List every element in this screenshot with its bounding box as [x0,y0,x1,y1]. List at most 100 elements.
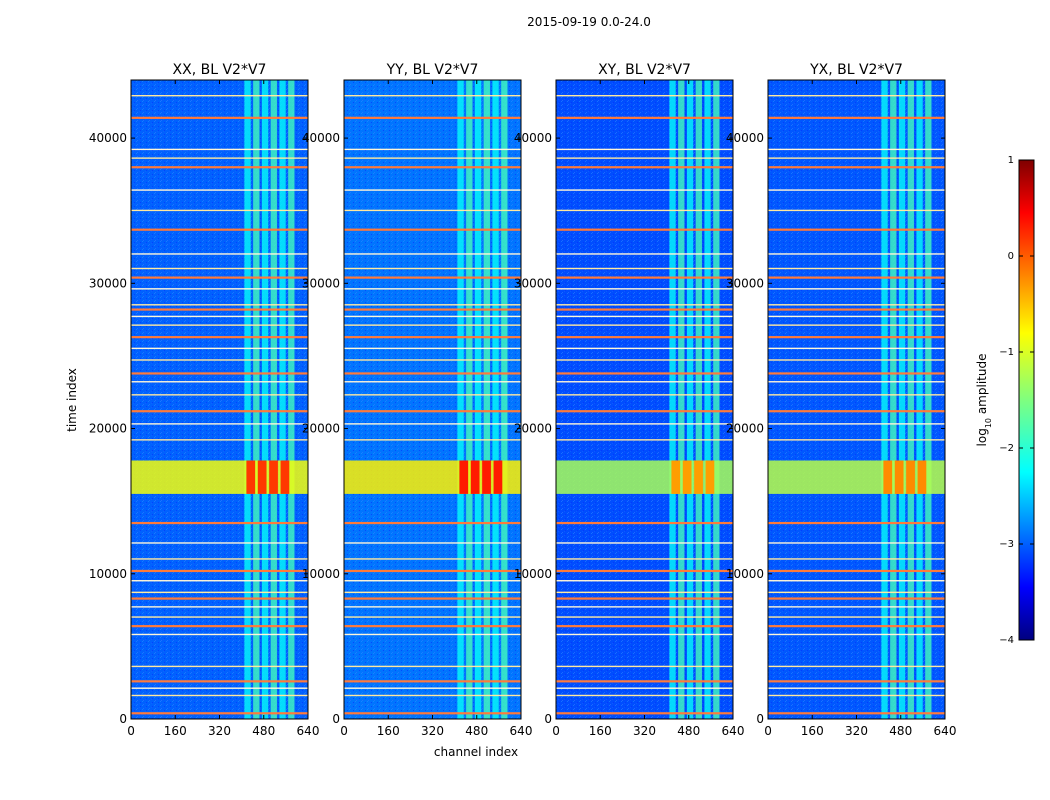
rfi-channel-column [898,80,906,719]
flagged-row [768,228,945,231]
flagged-row [768,253,945,255]
flagged-row [131,597,308,600]
panel-4: YX, BL V2*V7 0 160 320 480 640 0 10000 20000 3000… [726,62,957,738]
flagged-row [344,347,521,350]
panel-title: XY, BL V2*V7 [598,62,691,78]
flagged-row [131,276,308,279]
flagged-row [344,381,521,383]
flagged-row [556,148,733,151]
flagged-row [768,315,945,318]
flagged-row [344,189,521,191]
flagged-row [344,633,521,636]
rfi-channel-column [925,80,932,719]
y-tick-label: 0 [756,712,764,726]
flagged-row [344,116,521,119]
flagged-row [556,558,733,560]
flagged-row [768,665,945,668]
flagged-row [131,308,308,311]
noise-texture [768,80,945,719]
flagged-row [344,394,521,396]
flagged-row [768,148,945,151]
y-tick-label: 20000 [302,422,340,436]
flagged-row [556,625,733,628]
flagged-row [131,94,308,97]
flagged-row [556,439,733,441]
flagged-row [344,423,521,425]
x-tick-label: 320 [633,724,656,738]
rfi-channel-column [686,80,694,719]
x-tick-label: 480 [889,724,912,738]
flagged-row [556,423,733,425]
y-tick-label: 10000 [726,567,764,581]
flagged-row [131,166,308,169]
flagged-row [768,347,945,350]
x-tick-label: 0 [764,724,772,738]
flagged-row [768,633,945,636]
colorbar-tick-label: −2 [999,443,1014,454]
rfi-channel-column [907,80,914,719]
flagged-row [768,267,945,270]
flagged-row [768,166,945,169]
flagged-row [556,347,733,350]
flagged-row [344,712,521,715]
burst-hotspot [269,460,278,494]
flagged-row [556,157,733,159]
burst-hotspot [906,460,915,494]
flagged-row [131,665,308,668]
flagged-row [768,308,945,311]
flagged-row [768,116,945,119]
x-tick-label: 0 [340,724,348,738]
y-tick-label: 30000 [514,276,552,290]
rfi-channel-column [890,80,897,719]
flagged-row [131,189,308,191]
x-tick-label: 320 [845,724,868,738]
colorbar-label: log10 amplitude [975,354,993,447]
panel-title: YY, BL V2*V7 [386,62,479,78]
flagged-row [768,189,945,191]
rfi-channel-column [288,80,295,719]
burst-hotspot [470,460,480,494]
noise-texture [344,80,521,719]
colorbar-tick-label: 0 [1008,251,1014,262]
flagged-row [131,694,308,697]
y-tick-label: 10000 [514,567,552,581]
flagged-row [131,521,308,525]
y-tick-label: 40000 [514,131,552,145]
y-tick-label: 0 [332,712,340,726]
flagged-row [344,680,521,683]
noise-texture [131,80,308,719]
flagged-row [344,209,521,212]
rfi-channel-column [669,80,676,719]
y-tick-label: 30000 [89,276,127,290]
flagged-row [768,324,945,326]
flagged-row [556,542,733,544]
flagged-row [556,253,733,255]
burst-hotspot [246,460,256,494]
burst-hotspot [917,460,927,494]
flagged-row [768,558,945,560]
flagged-row [131,439,308,441]
x-tick-label: 640 [297,724,320,738]
flagged-row [131,580,308,582]
flagged-row [131,324,308,326]
x-tick-label: 640 [934,724,957,738]
flagged-row [344,521,521,525]
burst-hotspot [894,460,904,494]
flagged-row [768,521,945,525]
flagged-row [556,359,733,361]
x-tick-label: 480 [677,724,700,738]
flagged-row [131,148,308,151]
flagged-row [768,580,945,582]
flagged-row [768,336,945,339]
noise-texture [556,80,733,719]
flagged-row [344,694,521,697]
panel-1: XX, BL V2*V7 0 160 320 480 640 0 10000 20000 3000… [89,62,320,738]
flagged-row [131,410,308,413]
flagged-row [344,616,521,618]
flagged-row [344,558,521,560]
burst-band [131,460,308,494]
flagged-row [556,616,733,618]
flagged-row [131,558,308,560]
flagged-row [556,687,733,689]
